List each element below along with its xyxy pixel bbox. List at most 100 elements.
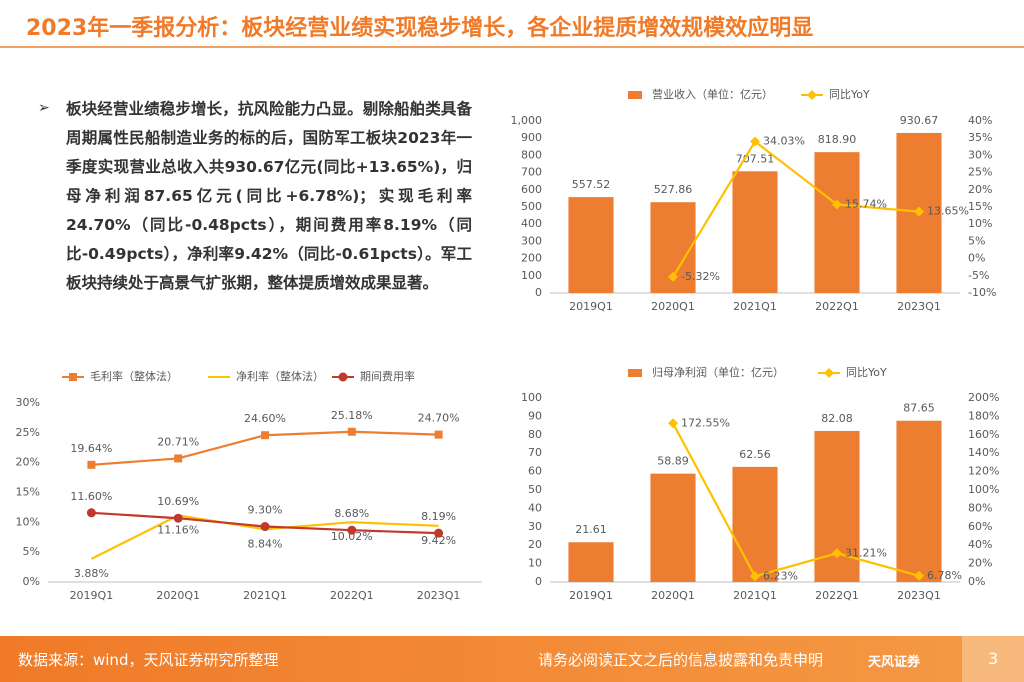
y-tick-label: 25% [968,166,992,179]
value-label: 34.03% [763,135,805,148]
value-label: -5.32% [681,270,720,283]
page-box [962,636,1024,682]
value-label: 24.60% [244,412,286,425]
y-tick-label: 0% [968,252,985,265]
marker [261,431,269,440]
value-label: 8.84% [248,537,283,550]
charts: 01002003004005006007008009001,000-10%-5%… [16,87,1000,602]
value-label: 25.18% [331,409,373,422]
value-label: 9.30% [248,504,283,517]
marker [750,571,760,582]
y-tick-label: 40% [968,538,992,551]
y-tick-label: 80% [968,501,992,514]
value-label: 8.19% [421,510,456,523]
y-tick-label: 10% [16,515,40,528]
marker [338,372,348,382]
y-tick-label: 0 [535,575,542,588]
x-tick-label: 2021Q1 [733,589,777,602]
x-tick-label: 2021Q1 [243,589,287,602]
value-label: 6.78% [927,569,962,582]
y-tick-label: 900 [521,131,542,144]
y-tick-label: 100 [521,269,542,282]
marker [914,570,924,581]
value-label: 172.55% [681,416,730,429]
line [672,139,920,278]
x-tick-label: 2021Q1 [733,300,777,313]
line [672,422,920,578]
x-tick-label: 2023Q1 [897,589,941,602]
page-number: 3 [988,649,999,668]
y-tick-label: 200% [968,391,999,404]
marker [914,206,924,217]
y-tick-label: 700 [521,166,542,179]
marker [434,528,444,538]
y-tick-label: 120% [968,465,999,478]
y-tick-label: 100 [521,391,542,404]
y-tick-label: 20 [528,538,542,551]
y-tick-label: 800 [521,148,542,161]
y-tick-label: 40 [528,501,542,514]
value-label: 20.71% [157,435,199,448]
legend-label: 同比YoY [829,88,870,101]
value-label: 6.23% [763,569,798,582]
value-label: 87.65 [903,402,935,415]
value-label: 11.16% [157,523,199,536]
y-tick-label: 70 [528,446,542,459]
logo: 天风证券 [868,655,921,670]
bar [568,542,614,582]
y-tick-label: 20% [16,456,40,469]
y-tick-label: 20% [968,183,992,196]
y-tick-label: 1,000 [511,114,543,127]
x-tick-label: 2019Q1 [569,300,613,313]
title-rule [0,46,1024,48]
marker [173,513,183,523]
x-tick-label: 2023Q1 [417,589,461,602]
marker [174,454,183,463]
x-tick-label: 2020Q1 [156,589,200,602]
value-label: 58.89 [657,455,689,468]
value-label: 3.88% [74,567,109,580]
value-label: 10.69% [157,495,199,508]
y-tick-label: 180% [968,409,999,422]
y-tick-label: 600 [521,183,542,196]
bar [732,171,778,293]
value-label: 19.64% [70,442,112,455]
bar [732,466,778,582]
y-tick-label: 140% [968,446,999,459]
y-tick-label: 0% [23,575,40,588]
legend-label: 净利率（整体法） [236,369,324,383]
marker [807,90,817,100]
y-tick-label: 300 [521,234,542,247]
x-tick-label: 2022Q1 [815,589,859,602]
value-label: 13.65% [927,205,969,218]
y-tick-label: 200 [521,252,542,265]
marker [86,508,96,518]
marker [69,373,77,381]
y-tick-label: 100% [968,483,999,496]
marker [832,548,842,559]
legend-swatch [628,369,642,377]
y-tick-label: 15% [968,200,992,213]
value-label: 10.02% [331,530,373,543]
y-tick-label: 5% [23,545,40,558]
marker [750,136,760,147]
bar [896,420,942,582]
y-tick-label: 0% [968,575,985,588]
x-tick-label: 2019Q1 [70,589,114,602]
x-tick-label: 2022Q1 [330,589,374,602]
y-tick-label: 30 [528,520,542,533]
y-tick-label: -5% [968,269,989,282]
y-tick-label: 5% [968,234,985,247]
source-note: 数据来源：wind，天风证券研究所整理 [18,651,279,669]
legend-swatch [628,91,642,99]
value-label: 24.70% [418,412,460,425]
footer: 数据来源：wind，天风证券研究所整理 请务必阅读正文之后的信息披露和免责申明 … [0,636,1024,682]
marker [668,418,678,429]
y-tick-label: -10% [968,286,996,299]
legend-label: 毛利率（整体法） [90,369,178,383]
y-tick-label: 160% [968,428,999,441]
y-tick-label: 60 [528,465,542,478]
y-tick-label: 35% [968,131,992,144]
marker [824,368,834,378]
